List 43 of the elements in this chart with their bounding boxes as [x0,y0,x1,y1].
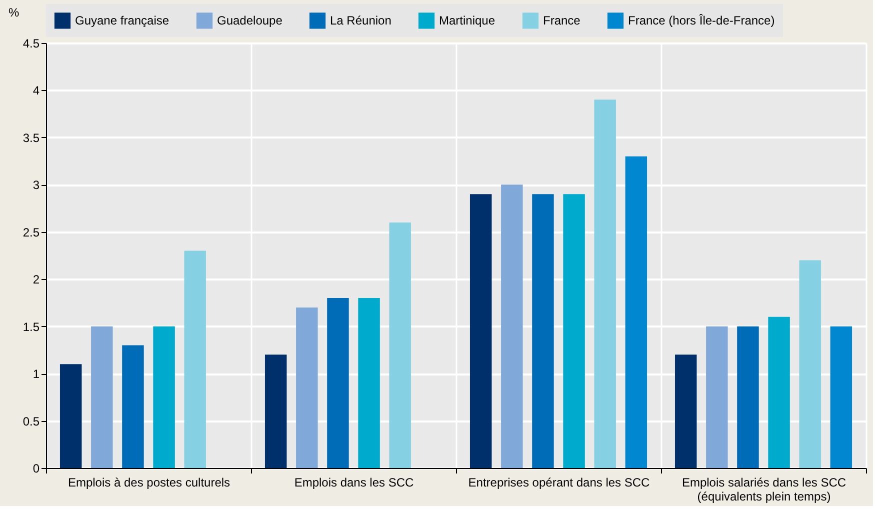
y-tick-label: 0.5 [22,414,40,428]
y-tick-label: 1.5 [22,320,40,334]
y-tick-label: 4 [32,84,40,98]
y-tick-label: 0 [32,462,40,476]
bar [91,326,113,468]
x-tick-label: Entreprises opérant dans les SCC [468,476,650,490]
y-tick-label: 1 [32,367,40,382]
y-tick-label: 3 [32,178,40,192]
bar [389,222,411,468]
bar [768,316,790,468]
legend-label: La Réunion [330,14,392,28]
bar [184,250,206,468]
legend-label: Guadeloupe [217,14,283,28]
bar [296,307,318,468]
bar [532,194,554,468]
y-tick-label: 3.5 [22,130,40,145]
x-tick-label: Emplois salariés dans les SCC (équivalents plein temps) [682,476,846,504]
bar [153,326,175,468]
y-tick-label: 2.5 [22,225,40,240]
bar [60,364,82,468]
legend-label: Guyane française [75,14,170,28]
y-axis-title: % [8,6,20,20]
legend-label: Martinique [439,14,496,28]
bar [706,326,728,468]
bar [625,156,648,468]
bar [122,345,144,468]
bar [674,354,697,468]
x-tick-label: Emplois dans les SCC [294,476,414,490]
bar [327,298,349,468]
y-tick-label: 4.5 [22,36,40,50]
y-tick-label: 2 [32,272,40,287]
bar [594,100,616,468]
bar [563,194,585,468]
bar [799,260,821,468]
legend-label: France [543,14,581,28]
bar [470,194,492,468]
bar [830,326,852,468]
bar [501,184,523,468]
bar [358,298,380,468]
bar [264,354,287,468]
legend-label: France (hors Île-de-France) [628,14,775,28]
bar [737,326,759,468]
x-tick-label: Emplois à des postes culturels [68,476,230,490]
